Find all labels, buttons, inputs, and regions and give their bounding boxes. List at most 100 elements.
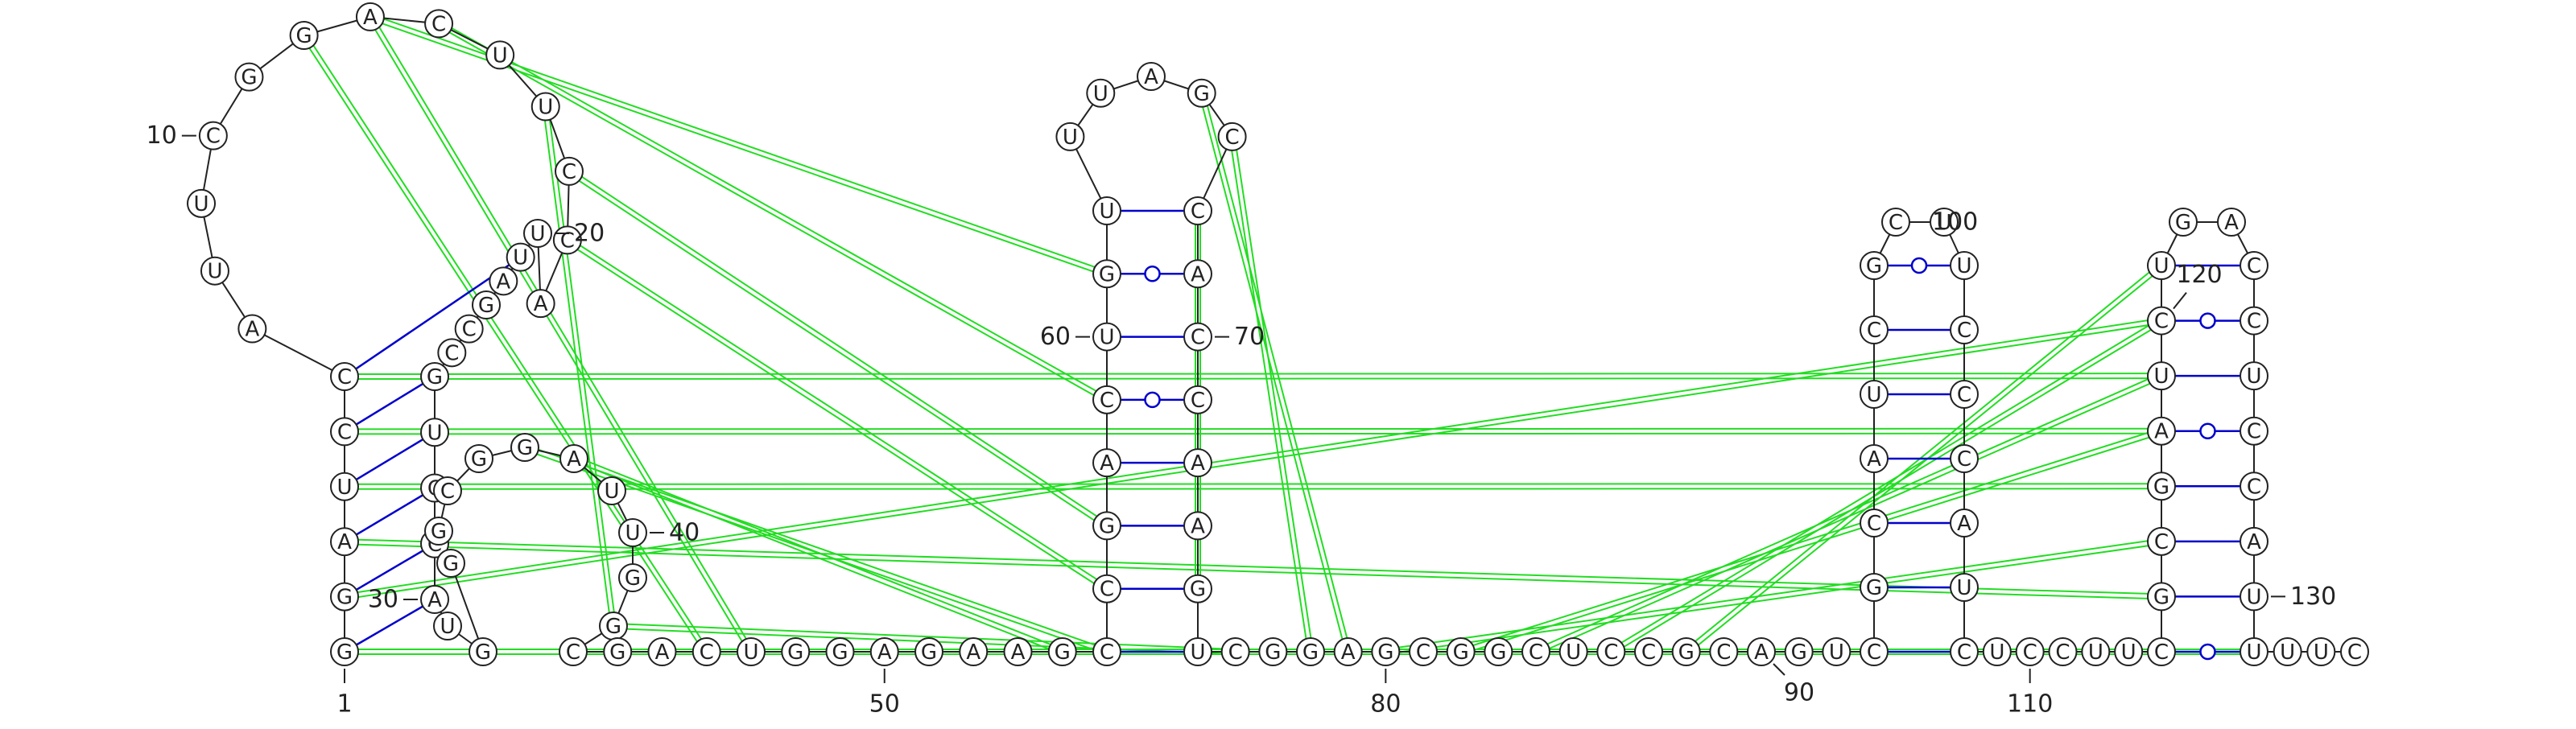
nucleotide-52: A <box>959 637 989 666</box>
svg-text:U: U <box>1566 640 1581 665</box>
nucleotides: GGAUCCAUUCGGACUUCCAUUAGCCGUCCAUGGGCGGAUU… <box>187 2 2369 666</box>
svg-text:U: U <box>530 222 545 246</box>
nucleotide-38: A <box>559 444 588 473</box>
tertiary-interaction-line <box>437 25 1107 403</box>
tertiary-interaction-line <box>367 17 750 654</box>
svg-text:C: C <box>1604 640 1618 665</box>
nucleotide-7: A <box>237 314 267 344</box>
svg-text:G: G <box>517 436 533 460</box>
index-label-100: 100 <box>1932 208 1978 237</box>
nucleotide-48: G <box>781 637 811 666</box>
index-label-110: 110 <box>2007 690 2053 719</box>
svg-text:C: C <box>2247 310 2261 334</box>
svg-text:C: C <box>431 12 446 36</box>
svg-text:C: C <box>2247 475 2261 499</box>
svg-text:U: U <box>1956 254 1971 278</box>
nucleotide-24: C <box>454 314 484 344</box>
tertiary-interaction-line <box>565 241 1106 592</box>
svg-text:C: C <box>1889 211 1903 235</box>
svg-text:C: C <box>1716 640 1731 665</box>
svg-text:C: C <box>440 480 455 504</box>
base-pair-line <box>344 542 436 598</box>
svg-text:A: A <box>655 640 670 665</box>
nucleotide-77: G <box>1258 637 1288 666</box>
nucleotide-78: G <box>1296 637 1325 666</box>
nucleotide-12: G <box>289 21 319 51</box>
base-pair-line <box>344 431 436 488</box>
svg-text:G: G <box>431 520 447 544</box>
tertiary-interaction-line <box>572 459 1063 655</box>
svg-text:G: G <box>1265 640 1281 665</box>
svg-text:C: C <box>1867 512 1881 536</box>
svg-text:C: C <box>1641 640 1656 665</box>
svg-text:U: U <box>194 192 209 216</box>
svg-text:C: C <box>337 365 352 389</box>
tertiary-interaction-line <box>344 373 2161 375</box>
nucleotide-20: U <box>523 219 552 248</box>
nucleotide-101: U <box>1930 208 1959 237</box>
tertiary-interaction-line <box>345 488 2162 490</box>
nucleotide-84: C <box>1521 637 1550 666</box>
nucleotide-83: G <box>1484 637 1513 666</box>
tertiary-interaction-line <box>568 237 1109 588</box>
svg-text:G: G <box>1678 640 1695 665</box>
svg-text:U: U <box>1956 576 1971 600</box>
nucleotide-70: C <box>1183 322 1212 352</box>
base-pair-line <box>344 375 436 433</box>
svg-text:U: U <box>513 246 528 270</box>
nucleotide-69: A <box>1183 259 1212 289</box>
svg-text:A: A <box>1144 65 1158 89</box>
index-label-130: 130 <box>2290 583 2336 611</box>
nucleotide-75: U <box>1183 637 1212 666</box>
svg-text:G: G <box>1099 262 1115 286</box>
nucleotide-120: C <box>2147 306 2176 336</box>
nucleotide-17: C <box>554 156 584 186</box>
svg-text:G: G <box>1490 640 1506 665</box>
svg-text:G: G <box>1190 578 1206 602</box>
index-label-80: 80 <box>1370 690 1401 719</box>
nucleotide-16: U <box>530 92 560 122</box>
nucleotide-4: U <box>330 472 359 501</box>
svg-text:C: C <box>1191 326 1205 350</box>
tertiary-interaction-line <box>570 168 1109 525</box>
nucleotide-133: U <box>2306 637 2336 666</box>
svg-text:U: U <box>2121 640 2136 665</box>
svg-text:C: C <box>1867 319 1881 343</box>
svg-text:C: C <box>1100 389 1114 413</box>
tertiary-interaction-line <box>525 444 1108 651</box>
svg-text:U: U <box>440 615 455 639</box>
index-label-60: 60 <box>1040 323 1071 351</box>
tertiary-interaction-line <box>345 432 2162 435</box>
svg-text:G: G <box>336 586 353 610</box>
nucleotide-110: C <box>2015 637 2045 666</box>
tertiary-interaction-line <box>1612 322 2164 655</box>
nucleotide-117: G <box>2147 472 2176 501</box>
svg-text:C: C <box>562 160 576 184</box>
svg-text:G: G <box>1377 640 1393 665</box>
nucleotide-76: C <box>1220 637 1250 666</box>
nucleotide-99: G <box>1860 251 1889 280</box>
svg-text:A: A <box>966 640 980 665</box>
nucleotide-97: U <box>1860 380 1889 409</box>
nucleotide-26: G <box>420 362 449 391</box>
nucleotide-49: G <box>825 637 855 666</box>
svg-text:U: U <box>2246 585 2261 609</box>
svg-text:G: G <box>2175 211 2191 235</box>
svg-text:U: U <box>207 260 222 284</box>
nucleotide-80: G <box>1371 637 1401 666</box>
svg-text:U: U <box>2246 640 2261 665</box>
tertiary-interaction-line <box>1203 92 1352 652</box>
svg-text:G: G <box>478 294 494 318</box>
nucleotide-8: U <box>200 256 229 286</box>
tertiary-interaction-line <box>1385 537 2161 651</box>
index-tick <box>2173 291 2187 310</box>
nucleotide-105: C <box>1950 444 1979 473</box>
nucleotide-81: C <box>1409 637 1438 666</box>
svg-text:G: G <box>2153 585 2169 609</box>
svg-text:C: C <box>206 125 221 149</box>
nucleotide-68: C <box>1183 196 1212 225</box>
backbone <box>200 15 2355 653</box>
svg-text:A: A <box>245 318 259 342</box>
svg-text:A: A <box>1191 451 1205 476</box>
